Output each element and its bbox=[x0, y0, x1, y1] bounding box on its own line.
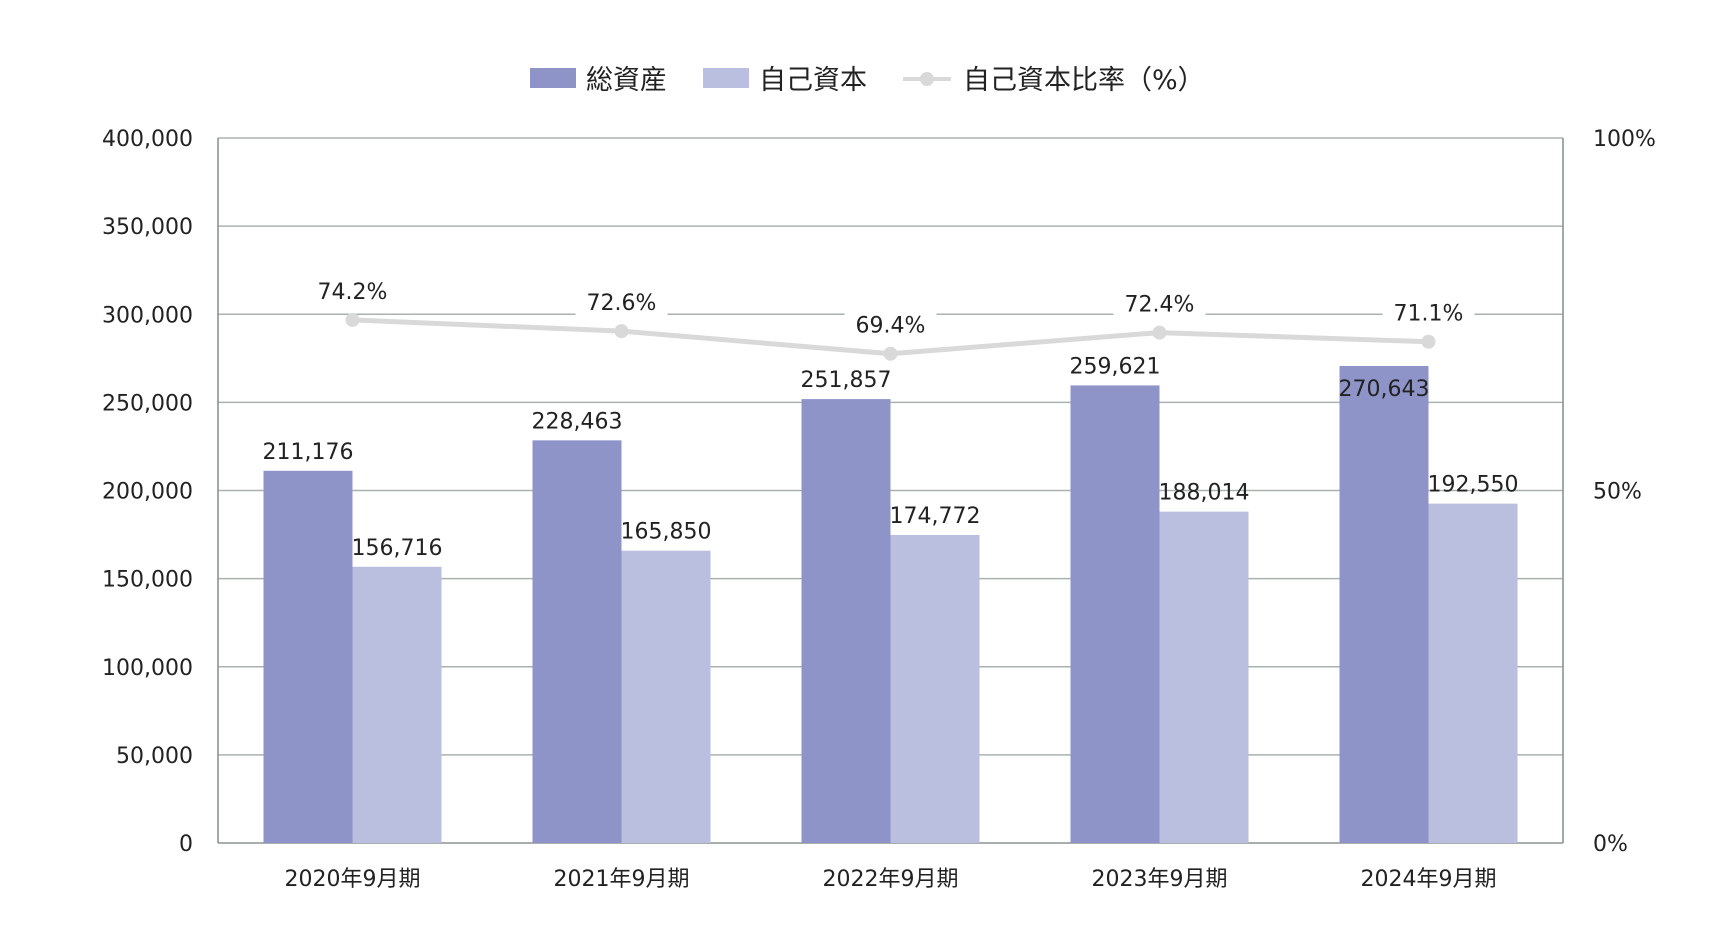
ratio-label-bg bbox=[844, 308, 937, 341]
ratio-point bbox=[1421, 334, 1436, 349]
bar-total-assets bbox=[1070, 385, 1160, 843]
ratio-label-bg bbox=[306, 274, 399, 307]
ratio-label-bg bbox=[575, 286, 668, 319]
bar-equity bbox=[1159, 511, 1249, 843]
bar-total-assets bbox=[1339, 365, 1429, 843]
bar-label-equity: 192,550 bbox=[1428, 473, 1519, 498]
x-category-label: 2021年9月期 bbox=[554, 867, 690, 892]
legend-label: 自己資本比率（%） bbox=[963, 65, 1205, 96]
y-left-tick-label: 400,000 bbox=[102, 127, 193, 152]
ratio-point bbox=[883, 346, 898, 361]
bar-label-total-assets: 228,463 bbox=[532, 409, 623, 434]
legend-label: 総資産 bbox=[586, 65, 667, 96]
bar-label-equity: 165,850 bbox=[621, 520, 712, 545]
y-right-tick-label: 0% bbox=[1593, 832, 1628, 857]
bar-label-equity: 188,014 bbox=[1159, 481, 1250, 506]
y-left-tick-label: 300,000 bbox=[102, 303, 193, 328]
x-category-label: 2022年9月期 bbox=[823, 867, 959, 892]
bar-label-equity: 174,772 bbox=[890, 504, 981, 529]
y-right-tick-label: 100% bbox=[1593, 127, 1656, 152]
ratio-point bbox=[614, 324, 629, 339]
bar-equity bbox=[352, 566, 442, 843]
ratio-label: 71.1% bbox=[1394, 302, 1464, 327]
legend-label: 自己資本 bbox=[759, 65, 867, 96]
y-left-tick-label: 150,000 bbox=[102, 568, 193, 593]
x-category-label: 2023年9月期 bbox=[1092, 867, 1228, 892]
y-left-tick-label: 50,000 bbox=[116, 744, 193, 769]
bar-label-total-assets: 251,857 bbox=[801, 368, 892, 393]
ratio-point bbox=[345, 312, 360, 327]
y-left-tick-label: 0 bbox=[179, 832, 193, 857]
legend-swatch-total-assets bbox=[530, 68, 576, 88]
bar-label-total-assets: 211,176 bbox=[263, 440, 354, 465]
ratio-label-bg bbox=[1382, 296, 1475, 329]
legend-swatch-ratio-point bbox=[920, 72, 934, 86]
bar-label-total-assets: 270,643 bbox=[1339, 377, 1430, 402]
bar-equity bbox=[890, 534, 980, 843]
bar-total-assets bbox=[263, 470, 353, 843]
y-right-tick-label: 50% bbox=[1593, 480, 1642, 505]
x-category-label: 2024年9月期 bbox=[1361, 867, 1497, 892]
y-left-tick-label: 200,000 bbox=[102, 480, 193, 505]
ratio-label: 72.4% bbox=[1125, 293, 1195, 318]
ratio-label: 72.6% bbox=[587, 291, 657, 316]
y-left-tick-label: 250,000 bbox=[102, 391, 193, 416]
bar-label-total-assets: 259,621 bbox=[1070, 354, 1161, 379]
ratio-point bbox=[1152, 325, 1167, 340]
bar-equity bbox=[621, 550, 711, 843]
bar-label-equity: 156,716 bbox=[352, 536, 443, 561]
legend-swatch-equity bbox=[703, 68, 749, 88]
ratio-label-bg bbox=[1113, 287, 1206, 320]
x-category-label: 2020年9月期 bbox=[285, 867, 421, 892]
ratio-label: 69.4% bbox=[856, 314, 926, 339]
bar-total-assets bbox=[532, 440, 622, 843]
bar-equity bbox=[1428, 503, 1518, 843]
bar-total-assets bbox=[801, 399, 891, 843]
ratio-label: 74.2% bbox=[318, 280, 388, 305]
y-left-tick-label: 100,000 bbox=[102, 656, 193, 681]
y-left-tick-label: 350,000 bbox=[102, 215, 193, 240]
